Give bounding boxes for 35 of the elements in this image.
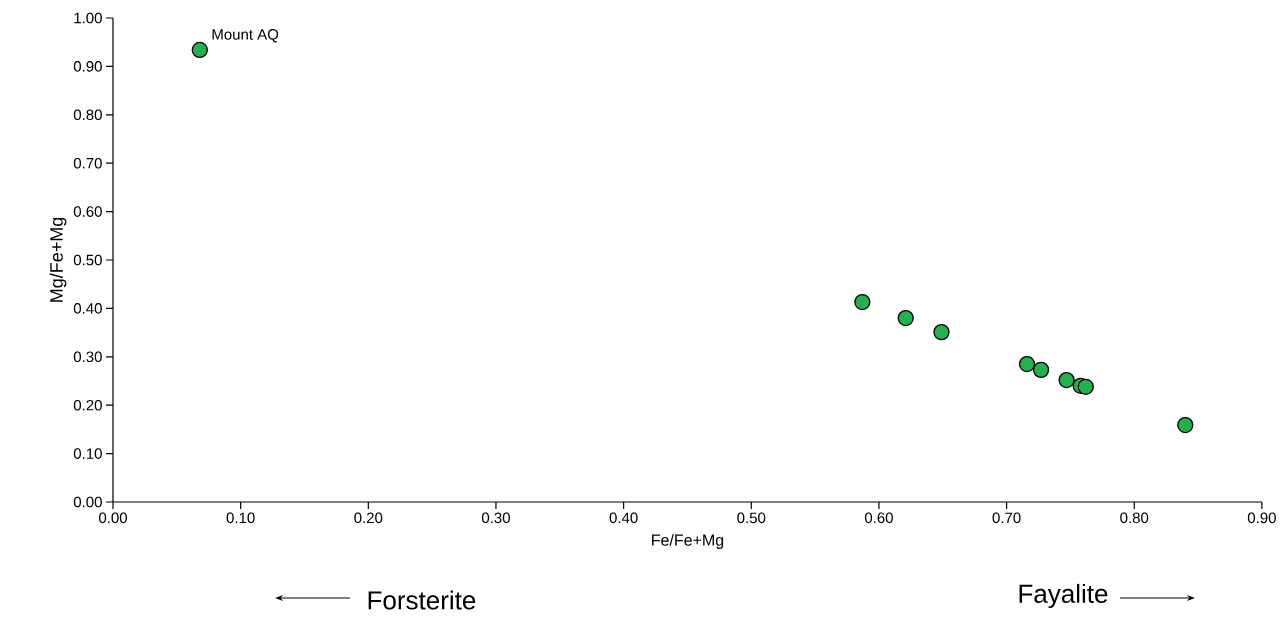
text: Forsterite	[368, 590, 476, 610]
point	[1177, 416, 1194, 434]
x-axis-title: Fe/Fe+Mg	[652, 534, 724, 549]
y-axis-title: Mg/Fe+Mg	[49, 217, 67, 302]
x-tick-label: 0.70	[992, 512, 1021, 524]
point	[1058, 371, 1075, 389]
x-tick-label: 0.30	[481, 512, 510, 524]
point	[1032, 361, 1050, 379]
y-tick-label: 0.40	[73, 303, 102, 314]
x-tick-label: 0.40	[609, 512, 638, 524]
y-tick-label: 0.30	[73, 351, 102, 363]
point	[1077, 378, 1094, 395]
x-tick-label: 0.10	[226, 512, 255, 524]
point	[897, 309, 914, 327]
x-tick-label: 0.50	[737, 512, 766, 524]
x-tick-label: 0.00	[98, 512, 127, 524]
y-tick-label: 0.60	[73, 206, 102, 217]
x-tick-label: 0.60	[864, 512, 893, 524]
text: Fayalite	[1019, 583, 1108, 609]
y-tick-label: 1.00	[74, 12, 102, 24]
y-tick-label: 0.10	[73, 448, 102, 459]
y-tick-label: 0.50	[73, 254, 102, 266]
annotation: Mount AQ	[212, 29, 279, 43]
x-tick-label: 0.80	[1120, 512, 1149, 524]
y-tick-label: 0.80	[73, 109, 102, 121]
x-tick-label: 0.90	[1247, 512, 1276, 524]
y-tick-label: 0.20	[73, 399, 102, 411]
point	[854, 293, 871, 311]
y-tick-label: 0.00	[73, 496, 102, 508]
y-tick-label: 0.70	[73, 157, 102, 169]
point	[933, 323, 950, 341]
x-tick-label: 0.20	[354, 512, 383, 524]
point	[1018, 355, 1036, 373]
y-tick-label: 0.90	[73, 61, 102, 72]
point	[191, 41, 208, 59]
